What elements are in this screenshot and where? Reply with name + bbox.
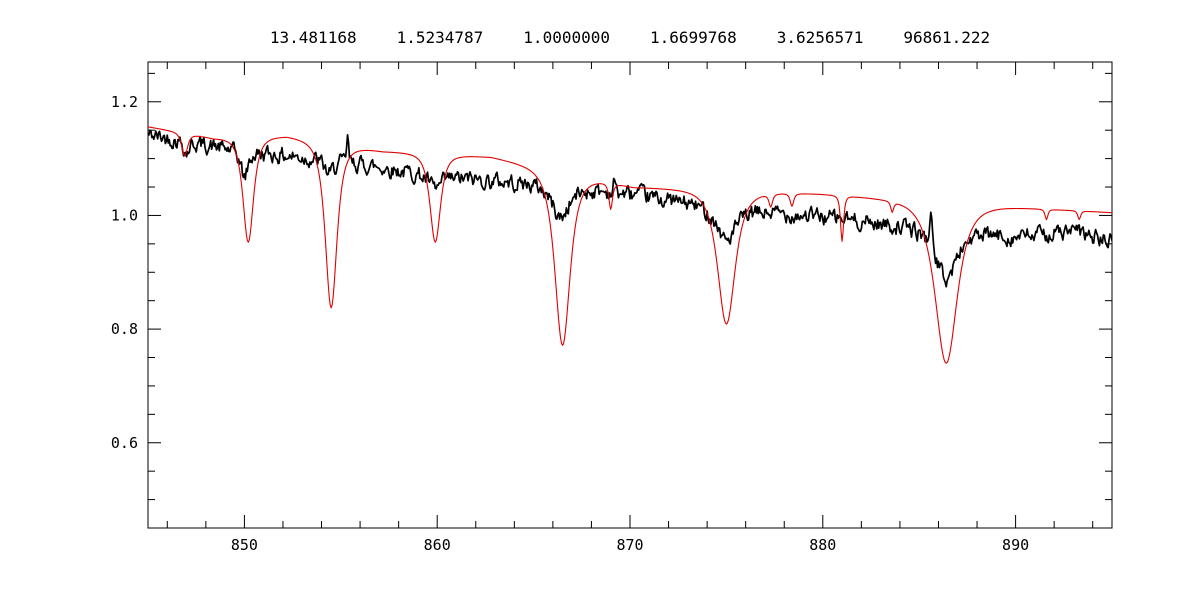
parameter-value: 96861.222	[903, 28, 991, 47]
x-tick-label: 890	[1002, 536, 1029, 554]
y-tick-label: 0.6	[111, 434, 138, 452]
y-tick-label: 0.8	[111, 320, 138, 338]
y-tick-label: 1.0	[111, 206, 138, 224]
x-tick-label: 850	[231, 536, 258, 554]
y-tick-label: 1.2	[111, 93, 138, 111]
model-spectrum-line	[148, 126, 1112, 364]
parameter-value: 3.6256571	[776, 28, 864, 47]
parameter-value: 1.5234787	[396, 28, 484, 47]
parameter-value: 1.6699768	[650, 28, 737, 47]
x-tick-label: 880	[809, 536, 836, 554]
fit-parameters-row: 13.481168 1.5234787 1.0000000 1.6699768 3.62…	[148, 28, 1112, 47]
tick-labels: 850 860 870 880 890 0.6 0.8 1.0 1.2	[111, 93, 1029, 554]
parameter-value: 13.481168	[269, 28, 357, 47]
spectra-curves	[148, 126, 1112, 364]
x-tick-label: 860	[424, 536, 451, 554]
axis-box	[147, 61, 1113, 529]
parameter-value: 1.0000000	[523, 28, 610, 47]
observed-spectrum-line	[148, 129, 1112, 288]
x-tick-label: 870	[616, 536, 643, 554]
axis-ticks	[148, 62, 1112, 528]
